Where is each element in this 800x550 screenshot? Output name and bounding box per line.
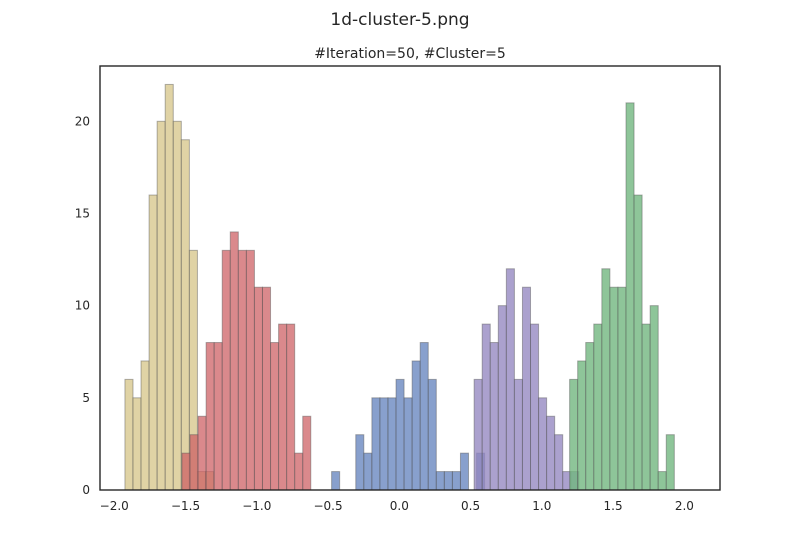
x-tick-label: 0.5: [461, 499, 480, 513]
histogram-bars: [124, 83, 675, 491]
histogram-bar: [569, 378, 579, 491]
histogram-bar: [489, 342, 499, 491]
histogram-bar: [546, 415, 556, 491]
histogram-bar: [181, 452, 191, 491]
histogram-bar: [609, 286, 619, 491]
histogram-bar: [302, 415, 312, 491]
y-axis-ticks: 0 5 10 15 20: [75, 114, 90, 497]
histogram-bar: [625, 102, 635, 491]
y-tick-label: 0: [82, 483, 90, 497]
figure-suptitle: 1d-cluster-5.png: [330, 10, 469, 30]
y-tick-label: 20: [75, 114, 90, 128]
histogram-bar: [253, 286, 263, 491]
histogram-bar: [497, 305, 507, 491]
histogram-bar: [294, 452, 304, 491]
histogram-bar: [379, 397, 389, 491]
histogram-bar: [205, 342, 215, 491]
histogram-bar: [419, 342, 429, 491]
histogram-bar: [593, 323, 603, 491]
histogram-series-5: [569, 102, 675, 491]
histogram-bar: [180, 139, 190, 491]
histogram-bar: [411, 360, 421, 491]
histogram-bar: [221, 249, 231, 491]
histogram-bar: [513, 378, 523, 491]
histogram-bar: [530, 323, 540, 491]
histogram-bar: [395, 378, 405, 491]
histogram-bar: [237, 249, 247, 491]
histogram-bar: [286, 323, 296, 491]
x-axis-ticks: −2.0 −1.5 −1.0 −0.5 0.0 0.5 1.0 1.5 2.0: [100, 499, 694, 513]
histogram-series-2: [181, 231, 312, 491]
histogram-bar: [355, 434, 365, 491]
histogram-bar: [435, 471, 445, 491]
histogram-bar: [521, 286, 532, 491]
histogram-bar: [633, 194, 643, 491]
histogram-bar: [132, 397, 142, 491]
histogram-bar: [649, 305, 659, 491]
y-tick-label: 15: [75, 206, 90, 220]
histogram-series-3: [331, 342, 486, 491]
histogram-series-1: [124, 83, 215, 491]
histogram-bar: [473, 378, 483, 491]
histogram-bar: [657, 471, 667, 491]
histogram-bar: [427, 378, 437, 491]
histogram-bar: [363, 452, 373, 491]
histogram-bar: [617, 286, 627, 491]
histogram-series-4: [473, 268, 580, 491]
histogram-bar: [505, 268, 515, 491]
histogram-bar: [213, 342, 223, 491]
histogram-bar: [538, 397, 548, 491]
histogram-bar: [124, 378, 134, 491]
histogram-bar: [481, 323, 491, 491]
chart-title: #Iteration=50, #Cluster=5: [314, 46, 506, 62]
histogram-bar: [403, 397, 413, 491]
histogram-bar: [577, 360, 587, 491]
y-tick-label: 5: [82, 391, 90, 405]
histogram-bar: [387, 397, 397, 491]
x-tick-label: −0.5: [313, 499, 342, 513]
x-tick-label: −1.5: [171, 499, 200, 513]
x-tick-label: 2.0: [675, 499, 694, 513]
histogram-bar: [331, 471, 341, 491]
histogram-bar: [451, 471, 461, 491]
histogram-bar: [585, 342, 595, 491]
histogram-bar: [371, 397, 381, 491]
histogram-bar: [443, 471, 453, 491]
histogram-bar: [164, 83, 174, 491]
histogram-bar: [641, 323, 651, 491]
y-tick-label: 10: [75, 299, 90, 313]
histogram-bar: [601, 268, 611, 491]
histogram-bar: [459, 452, 470, 491]
histogram-bar: [554, 434, 564, 491]
x-tick-label: −2.0: [100, 499, 129, 513]
histogram-bar: [278, 323, 288, 491]
histogram-bar: [140, 360, 150, 491]
x-tick-label: 1.5: [604, 499, 623, 513]
plot-frame: [99, 65, 721, 491]
histogram-bar: [665, 434, 675, 491]
x-tick-label: −1.0: [242, 499, 271, 513]
histogram-bar: [270, 342, 280, 491]
histogram-bar: [148, 194, 158, 491]
histogram-bar: [172, 120, 182, 491]
histogram-bar: [197, 415, 207, 491]
x-tick-label: 0.0: [390, 499, 409, 513]
x-tick-label: 1.0: [532, 499, 551, 513]
histogram-bar: [245, 249, 255, 491]
histogram-bar: [229, 231, 239, 491]
histogram-bar: [189, 434, 199, 491]
histogram-bar: [156, 120, 166, 491]
histogram-bar: [261, 286, 272, 491]
